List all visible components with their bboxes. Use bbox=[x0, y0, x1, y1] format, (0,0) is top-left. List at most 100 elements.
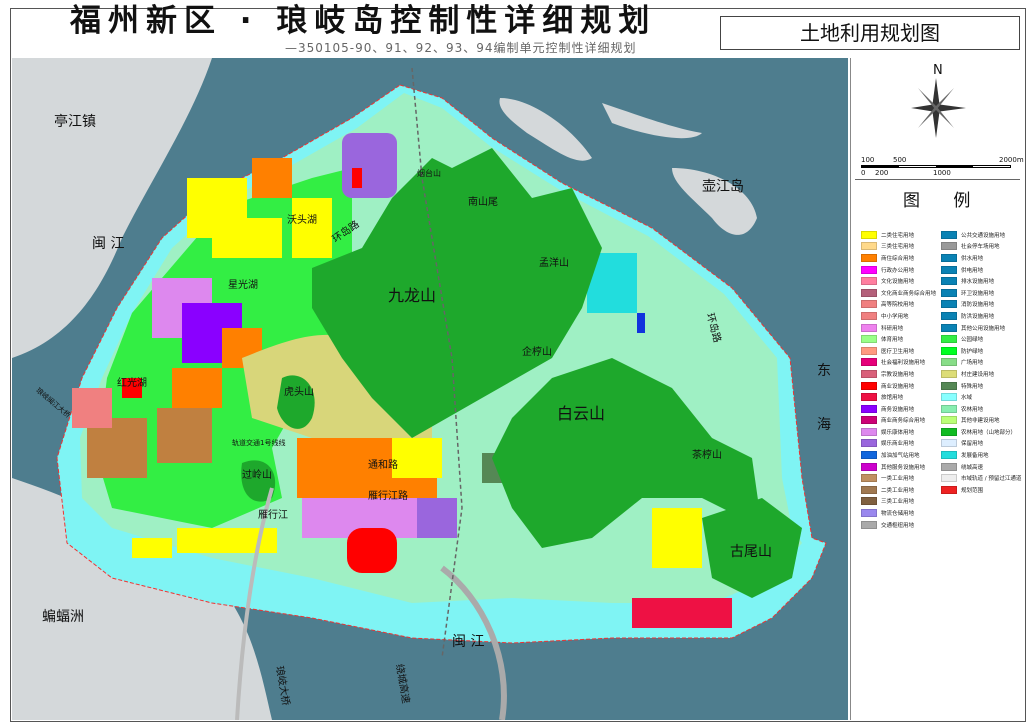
label-donghai-1: 东 bbox=[817, 363, 831, 379]
legend-swatch bbox=[941, 346, 957, 355]
legend-swatch bbox=[861, 311, 877, 320]
legend-label: 商业设施用地 bbox=[881, 383, 915, 390]
legend-label: 交通枢纽用地 bbox=[881, 522, 915, 529]
legend-swatch bbox=[861, 485, 877, 494]
legend-item: 其他公用设施用地 bbox=[941, 322, 1021, 334]
legend-swatch bbox=[861, 451, 877, 460]
legend-swatch bbox=[861, 369, 877, 378]
legend-label: 排水设施用地 bbox=[961, 279, 995, 286]
map-canvas bbox=[12, 58, 848, 721]
legend-swatch bbox=[861, 404, 877, 413]
legend-item: 二类住宅用地 bbox=[861, 229, 936, 241]
legend-item: 中小学用地 bbox=[861, 310, 936, 322]
map-name-box: 土地利用规划图 bbox=[720, 16, 1020, 50]
legend-label: 二类工业用地 bbox=[881, 487, 915, 494]
label-guweishan: 古尾山 bbox=[730, 544, 772, 560]
guweishan-mountain bbox=[702, 498, 802, 598]
legend-swatch bbox=[941, 335, 957, 344]
legend-item: 商业商务综合用地 bbox=[861, 415, 936, 427]
legend-label: 物流仓储用地 bbox=[881, 511, 915, 518]
legend-label: 一类工业用地 bbox=[881, 476, 915, 483]
legend-label: 环卫设施用地 bbox=[961, 290, 995, 297]
legend-label: 医疗卫生用地 bbox=[881, 348, 915, 355]
north-label: N bbox=[933, 63, 943, 78]
legend-item: 一类工业用地 bbox=[861, 472, 936, 484]
label-mengyangshan: 孟洋山 bbox=[539, 258, 569, 269]
legend-swatch bbox=[861, 416, 877, 425]
legend-label: 公园绿地 bbox=[961, 337, 984, 344]
legend-label: 体育用地 bbox=[881, 337, 904, 344]
legend-item: 娱乐康体用地 bbox=[861, 426, 936, 438]
label-yanxingjiang: 雁行江 bbox=[258, 510, 288, 521]
legend-title: 图 例 bbox=[903, 191, 985, 211]
legend-column-right: 公共交通设施用地 社会停车场用地 供水用地 供电用地 排水设施用地 环卫设施用地 消防设施用… bbox=[941, 229, 1021, 496]
legend-label: 文化商业商务综合用地 bbox=[881, 290, 937, 297]
label-minjiang-south: 闽 江 bbox=[452, 634, 485, 650]
scale-label: 2000m bbox=[999, 156, 1024, 164]
legend-swatch bbox=[861, 265, 877, 274]
legend-item: 二类工业用地 bbox=[861, 484, 936, 496]
label-baiyunshan: 白云山 bbox=[557, 404, 606, 423]
legend-label: 娱乐商业用地 bbox=[881, 441, 915, 448]
label-hongguanghu: 红光湖 bbox=[117, 378, 147, 389]
legend-item: 商务设施用地 bbox=[861, 403, 936, 415]
scale-label: 200 bbox=[875, 169, 889, 177]
legend-item: 水域 bbox=[941, 391, 1021, 403]
legend-label: 水域 bbox=[961, 395, 973, 402]
legend-swatch bbox=[941, 323, 957, 332]
legend-item: 保留用地 bbox=[941, 438, 1021, 450]
legend-swatch bbox=[861, 230, 877, 239]
label-xingguanghu: 星光湖 bbox=[228, 280, 258, 291]
legend-item: 加油加气站用地 bbox=[861, 449, 936, 461]
label-tingjiang: 亭江镇 bbox=[54, 114, 96, 130]
legend-item: 特殊用地 bbox=[941, 380, 1021, 392]
legend-item: 高等院校用地 bbox=[861, 299, 936, 311]
legend-swatch bbox=[941, 439, 957, 448]
scale-label: 0 bbox=[861, 169, 866, 177]
legend-item: 社会福利设施用地 bbox=[861, 357, 936, 369]
legend-label: 其他非建设用地 bbox=[961, 418, 1000, 425]
legend-item: 村庄建设用地 bbox=[941, 368, 1021, 380]
legend-label: 消防设施用地 bbox=[961, 302, 995, 309]
label-tonghelu: 通和路 bbox=[368, 460, 398, 471]
label-yanxingjianglu: 雁行江路 bbox=[368, 491, 408, 502]
legend-swatch bbox=[861, 358, 877, 367]
legend-swatch bbox=[941, 381, 957, 390]
legend-item: 科研用地 bbox=[861, 322, 936, 334]
legend-label: 高等院校用地 bbox=[881, 302, 915, 309]
legend-label: 保留用地 bbox=[961, 441, 984, 448]
legend-swatch bbox=[941, 369, 957, 378]
legend-label: 市域轨道 / 预留过江通道 bbox=[961, 476, 1022, 483]
land-use-map[interactable]: 亭江镇 闽 江 蝙蝠洲 壶江岛 东 海 闽 江 九龙山 白云山 南山尾 孟洋山 … bbox=[12, 58, 848, 721]
legend-swatch bbox=[861, 474, 877, 483]
legend-label: 加油加气站用地 bbox=[881, 453, 920, 460]
legend-label: 发展备用地 bbox=[961, 453, 989, 460]
legend-label: 公共交通设施用地 bbox=[961, 232, 1006, 239]
label-yantaishan: 烟台山 bbox=[417, 169, 441, 178]
legend-swatch bbox=[861, 242, 877, 251]
legend-swatch bbox=[861, 381, 877, 390]
label-hutoushan: 虎头山 bbox=[284, 387, 314, 398]
hujiangdao-land bbox=[672, 168, 757, 235]
legend-label: 行政办公用地 bbox=[881, 267, 915, 274]
legend-swatch bbox=[941, 277, 957, 286]
legend-item: 供水用地 bbox=[941, 252, 1021, 264]
legend-label: 农林用地（山地部分） bbox=[961, 429, 1017, 436]
legend-item: 其他服务设施用地 bbox=[861, 461, 936, 473]
legend-item: 防洪设施用地 bbox=[941, 310, 1021, 322]
label-guolingshan: 过岭山 bbox=[242, 470, 272, 481]
legend-label: 其他服务设施用地 bbox=[881, 464, 926, 471]
label-minjiang-west: 闽 江 bbox=[92, 236, 125, 252]
legend-item: 娱乐商业用地 bbox=[861, 438, 936, 450]
legend-swatch bbox=[941, 451, 957, 460]
legend-swatch bbox=[941, 300, 957, 309]
langqi-bridge bbox=[235, 487, 274, 721]
legend-swatch bbox=[941, 230, 957, 239]
legend-item: 绕城高速 bbox=[941, 461, 1021, 473]
legend-label: 商业商务综合用地 bbox=[881, 418, 926, 425]
legend-swatch bbox=[861, 300, 877, 309]
legend-item: 供电用地 bbox=[941, 264, 1021, 276]
shoal bbox=[602, 103, 702, 139]
legend-label: 其他公用设施用地 bbox=[961, 325, 1006, 332]
legend-label: 商住综合用地 bbox=[881, 255, 915, 262]
